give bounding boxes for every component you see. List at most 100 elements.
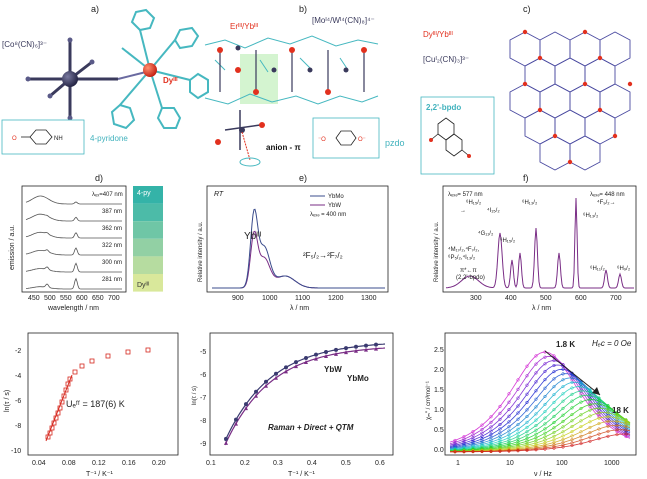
chi-point-19-563 [561,443,565,447]
chi-point-10-536 [534,423,538,428]
g-point-12 [67,376,73,382]
swatch-bottom-label: Dyᴵᴵᴵ [137,282,149,289]
chi-point-18-590 [588,431,592,435]
f-annot-9: π*←π [460,268,477,274]
chi-point-14-599 [597,406,601,410]
t-low-label: 18 K [612,406,629,415]
dy-label: Dyᴵᴵᴵ [163,76,178,85]
ybmo-point-4 [254,393,258,398]
honeycomb-network [509,31,631,171]
legend-ybmo-h: YbMo [347,374,369,383]
chi-point-20-599 [597,437,601,441]
chi-point-8-536 [534,412,538,416]
chi-point-10-545 [543,416,547,420]
chi-point-2-500 [498,411,502,415]
chi-point-11-554 [552,414,556,418]
i-xtick-4: 1000 [604,460,620,467]
ac-susceptibility-curves [449,350,631,454]
ybmo-point-3 [244,406,248,411]
i-xlabel: ν / Hz [534,471,552,478]
chi-point-16-599 [597,416,601,420]
chi-point-7-527 [525,414,529,419]
trace-lambda-5: 300 nm [102,260,122,266]
chi-point-10-554 [552,408,556,412]
chi-point-1-473 [471,430,475,434]
panel-c-label: c) [523,4,531,14]
chi-point-14-527 [525,441,529,445]
chi-curve-5 [449,368,631,448]
pyridone-label: 4-pyridone [90,134,128,143]
chi-point-4-536 [534,380,538,384]
trace-lambda-2: 387 nm [102,209,122,215]
panel-b: b) Erᴵᴵᴵ/Ybᴵᴵᴵ [Moᴵ⁴/Wᴵ⁴(CN)₈]⁴⁻ [204,4,405,167]
ybw-point-9 [304,356,308,361]
f-annot-6: ⁶H₁₅/₂ [500,237,516,244]
chi-point-12-554 [552,420,556,425]
chi-point-20-482 [480,450,484,454]
ybmo-point-11 [324,353,328,358]
ybmo-point-10 [314,356,318,361]
chi-point-7-572 [570,376,574,380]
g-point-7 [57,405,63,411]
i-ytick-2: 0.5 [434,427,444,434]
chi-point-6-527 [525,408,529,412]
pyridone-molecule [21,129,53,145]
chi-point-1-527 [525,364,529,368]
chi-point-13-545 [543,431,547,435]
chi-point-15-554 [552,434,556,438]
panel-g-frame [27,332,179,456]
lambda-exc-f2: λₑₓₔ= 448 nm [590,192,625,198]
chi-point-12-581 [579,400,583,404]
d-xtick-4: 600 [76,295,88,302]
f-xlabel: λ / nm [532,305,551,312]
f-annot-11: ⁶H₁₃/₂ [583,212,599,219]
chi-point-14-608 [606,408,610,412]
chi-point-13-554 [552,426,556,430]
cu-label: [Cuᴵ₂(CN)₃]³⁻ [423,55,469,64]
ybw-point-14 [354,344,358,349]
chi-point-13-527 [525,439,529,443]
chi-point-6-518 [516,417,520,421]
chi-point-10-509 [507,438,511,442]
anion-pi-label: anion - π [266,143,301,152]
g-point-13 [72,369,78,375]
g-xtick-1: 0.04 [32,460,46,467]
h-ytick-3: -7 [200,395,206,402]
g-xlabel: T⁻¹ / K⁻¹ [86,471,114,478]
f-annot-7: ⁴M₁₇/₂,⁴F₇/₂, [448,246,480,253]
h-xtick-5: 0.5 [341,460,351,467]
h-ytick-2: -6 [200,372,206,379]
panel-i: 1.8 K 18 K Hₑc = 0 Oe 1 10 100 1000 0.0 … [426,332,637,478]
chi-point-11-563 [561,406,565,410]
chi-point-7-509 [507,429,511,433]
ybmo-point-14 [354,348,358,353]
ybmo-point-1 [224,440,228,445]
chi-point-5-536 [534,389,538,393]
lambda-exc-e: λₑₓₔ = 400 nm [310,212,346,218]
chi-point-7-563 [561,378,565,382]
ybw-point-8 [294,360,298,365]
chi-point-7-545 [543,394,547,399]
chi-curve-20 [449,433,631,453]
e-xtick-2: 1000 [262,295,278,302]
g-ylabel: ln(τ / s) [4,390,11,412]
chi-point-3-599 [597,409,601,413]
chi-point-16-626 [624,420,628,424]
f-annot-5: ⁴G₁₁/₂ [478,230,494,237]
legend-ybw: YbW [328,203,341,209]
ybmo-point-16 [374,346,378,351]
co-anion-label: [Co⁸(CN)₆]³⁻ [2,40,47,49]
chi-point-18-581 [579,434,583,438]
swatch-top-label: 4-py [137,190,151,197]
dy-yb-label: Dyᴵᴵᴵ/Ybᴵᴵᴵ [423,30,453,39]
chi-point-3-491 [489,425,493,429]
chi-point-4-545 [543,369,547,373]
chi-point-1-455 [453,438,457,442]
chi-point-15-581 [579,419,583,423]
panel-d-label: d) [95,173,103,183]
chi-point-9-572 [570,386,574,390]
chi-point-18-617 [615,423,619,427]
chi-point-2-509 [507,400,511,404]
g-point-10 [63,387,69,393]
